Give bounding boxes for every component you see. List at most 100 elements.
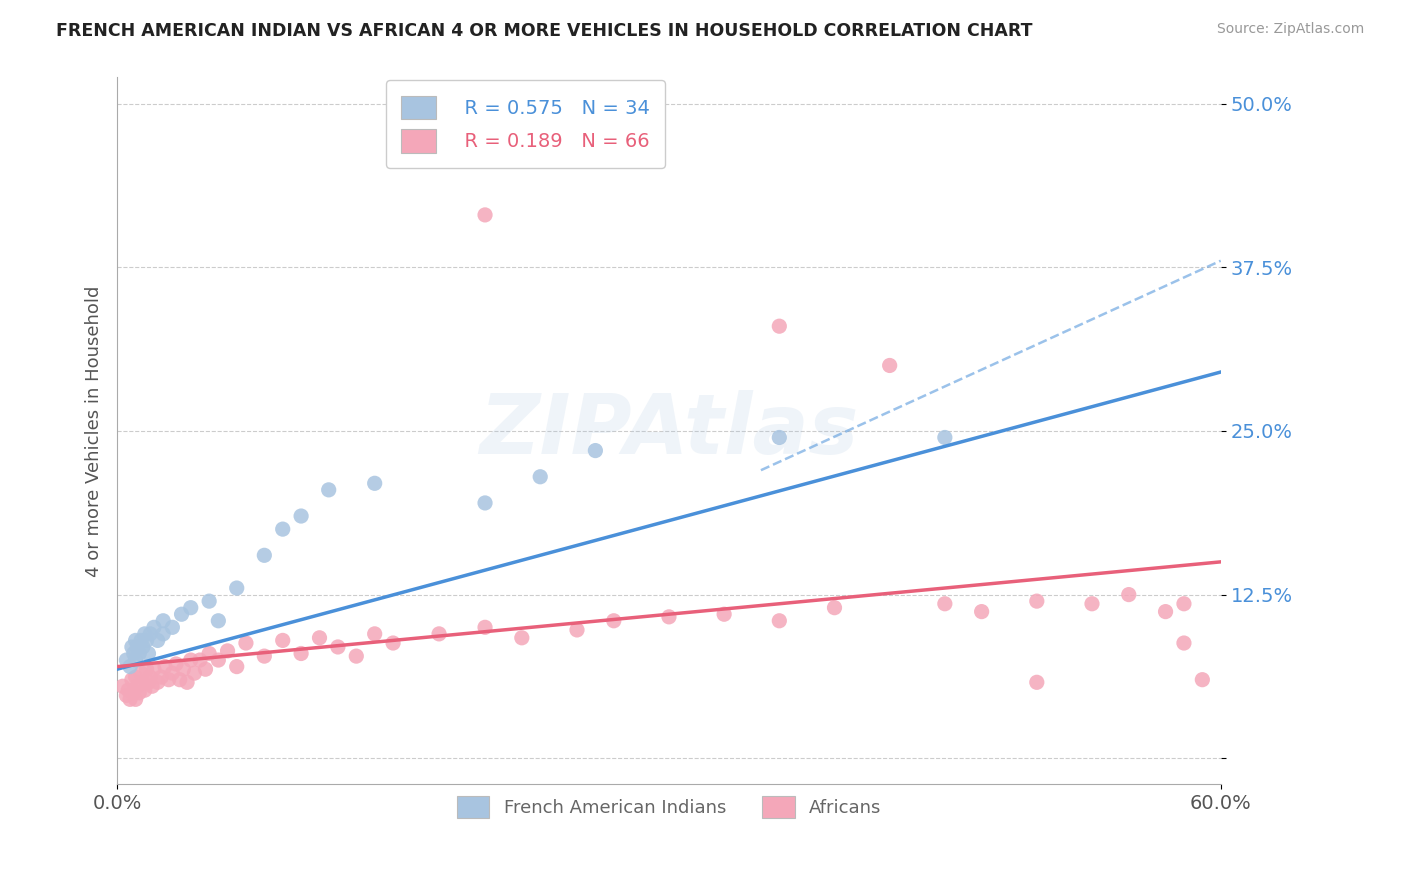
Point <box>271 522 294 536</box>
Point <box>139 627 162 641</box>
Point <box>1154 605 1177 619</box>
Point <box>115 653 138 667</box>
Point <box>121 673 143 687</box>
Point <box>134 683 156 698</box>
Point <box>970 605 993 619</box>
Point <box>176 675 198 690</box>
Point <box>1191 673 1213 687</box>
Point <box>271 633 294 648</box>
Point <box>165 657 187 671</box>
Point <box>235 636 257 650</box>
Point <box>141 679 163 693</box>
Point <box>363 627 385 641</box>
Point <box>1173 597 1195 611</box>
Point <box>382 636 405 650</box>
Point <box>1081 597 1104 611</box>
Point <box>318 483 340 497</box>
Point <box>427 627 450 641</box>
Point <box>169 673 191 687</box>
Point <box>115 689 138 703</box>
Point <box>124 653 146 667</box>
Point <box>121 640 143 654</box>
Point <box>120 692 142 706</box>
Point <box>253 549 276 563</box>
Text: ZIPAtlas: ZIPAtlas <box>479 391 859 472</box>
Point <box>172 662 194 676</box>
Point <box>934 430 956 444</box>
Point <box>768 319 790 334</box>
Point <box>207 653 229 667</box>
Point <box>120 659 142 673</box>
Point <box>1118 588 1140 602</box>
Point <box>198 647 221 661</box>
Point <box>129 666 152 681</box>
Point <box>603 614 626 628</box>
Point <box>194 662 217 676</box>
Point <box>1025 675 1047 690</box>
Point <box>934 597 956 611</box>
Text: FRENCH AMERICAN INDIAN VS AFRICAN 4 OR MORE VEHICLES IN HOUSEHOLD CORRELATION CH: FRENCH AMERICAN INDIAN VS AFRICAN 4 OR M… <box>56 22 1033 40</box>
Point <box>138 647 160 661</box>
Point <box>170 607 193 622</box>
Point <box>157 673 180 687</box>
Point <box>146 675 169 690</box>
Point <box>124 633 146 648</box>
Point <box>768 430 790 444</box>
Point <box>128 686 150 700</box>
Point <box>225 581 247 595</box>
Point <box>124 692 146 706</box>
Point <box>344 649 367 664</box>
Point <box>127 679 149 693</box>
Point <box>134 627 156 641</box>
Point <box>162 666 184 681</box>
Point <box>132 640 155 654</box>
Point <box>1173 636 1195 650</box>
Point <box>132 675 155 690</box>
Point <box>135 633 157 648</box>
Point <box>129 633 152 648</box>
Point <box>150 670 173 684</box>
Point <box>162 620 184 634</box>
Point <box>124 670 146 684</box>
Point <box>768 614 790 628</box>
Point <box>326 640 349 654</box>
Point <box>713 607 735 622</box>
Point <box>153 659 176 673</box>
Legend: French American Indians, Africans: French American Indians, Africans <box>450 789 889 825</box>
Point <box>111 679 134 693</box>
Point <box>565 623 588 637</box>
Point <box>207 614 229 628</box>
Point <box>474 620 496 634</box>
Y-axis label: 4 or more Vehicles in Household: 4 or more Vehicles in Household <box>86 285 103 576</box>
Point <box>474 208 496 222</box>
Point <box>529 469 551 483</box>
Point <box>128 647 150 661</box>
Point <box>198 594 221 608</box>
Text: Source: ZipAtlas.com: Source: ZipAtlas.com <box>1216 22 1364 37</box>
Point <box>225 659 247 673</box>
Point <box>308 631 330 645</box>
Point <box>122 647 145 661</box>
Point <box>135 662 157 676</box>
Point <box>290 647 312 661</box>
Point <box>138 675 160 690</box>
Point <box>127 640 149 654</box>
Point <box>117 683 139 698</box>
Point <box>146 633 169 648</box>
Point <box>290 509 312 524</box>
Point <box>180 653 202 667</box>
Point <box>143 662 166 676</box>
Point <box>217 644 239 658</box>
Point <box>152 627 174 641</box>
Point <box>824 600 846 615</box>
Point <box>583 443 606 458</box>
Point <box>180 600 202 615</box>
Point <box>152 614 174 628</box>
Point <box>139 670 162 684</box>
Point <box>658 610 681 624</box>
Point <box>143 620 166 634</box>
Point <box>188 653 211 667</box>
Point <box>474 496 496 510</box>
Point <box>1025 594 1047 608</box>
Point <box>122 686 145 700</box>
